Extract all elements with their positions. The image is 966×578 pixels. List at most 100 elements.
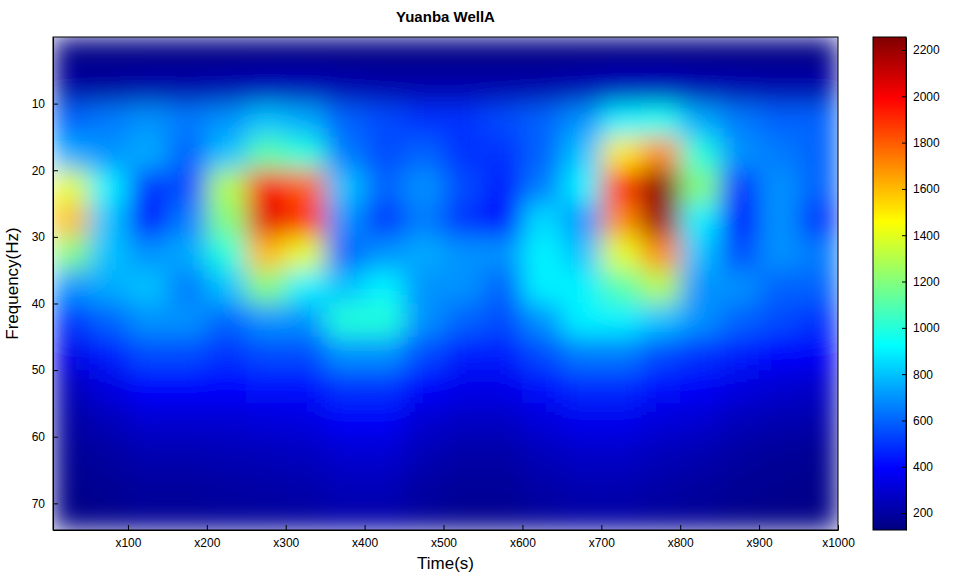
cell (365, 303, 405, 337)
cell (404, 337, 444, 371)
cell (720, 337, 760, 371)
cell (246, 104, 286, 138)
cell (483, 170, 523, 204)
cell (483, 303, 523, 337)
x-axis-title: Time(s) (417, 554, 474, 573)
cell (799, 503, 838, 530)
cell (759, 437, 799, 471)
tick: 1200 (902, 275, 940, 289)
axis-line (53, 38, 54, 531)
tick-label: 600 (913, 414, 933, 428)
tick-label: 1800 (913, 136, 940, 150)
tick: x800 (668, 525, 694, 550)
cell (799, 437, 838, 471)
cell (325, 237, 365, 271)
cell (167, 437, 207, 471)
tick-label: 800 (913, 367, 933, 381)
cell (799, 403, 838, 437)
cell (522, 70, 562, 104)
tick: 1800 (902, 136, 940, 150)
cell (444, 237, 484, 271)
plot-area (53, 37, 838, 530)
cell (799, 470, 838, 504)
cell (799, 104, 838, 138)
cell (799, 337, 838, 371)
tick: x700 (589, 525, 615, 550)
cell (365, 104, 405, 138)
cell (404, 470, 444, 504)
cell (680, 370, 720, 404)
tick-label: 2000 (913, 90, 940, 104)
cell (404, 170, 444, 204)
cell (167, 503, 207, 530)
cell (522, 503, 562, 530)
cell (720, 303, 760, 337)
cell (89, 170, 129, 204)
tick: 60 (32, 430, 58, 444)
cell (365, 503, 405, 530)
cell (404, 137, 444, 171)
cell (562, 337, 602, 371)
cell (522, 270, 562, 304)
cell (483, 503, 523, 530)
tick: 40 (32, 297, 58, 311)
cell (246, 170, 286, 204)
cell (444, 403, 484, 437)
cell (207, 204, 247, 238)
tick: x100 (115, 525, 141, 550)
cell (601, 503, 641, 530)
cell (89, 270, 129, 304)
cell (680, 104, 720, 138)
cell (522, 470, 562, 504)
cell (483, 437, 523, 471)
cells (53, 37, 838, 530)
title: Yuanba WellA (396, 8, 495, 25)
tick-mark (53, 303, 58, 304)
tick-label: x300 (273, 536, 299, 550)
cell (799, 303, 838, 337)
tick: x500 (431, 525, 457, 550)
cell (365, 270, 405, 304)
cell (601, 270, 641, 304)
tick: 1000 (902, 321, 940, 335)
cell (246, 403, 286, 437)
cell (53, 303, 89, 337)
cell (522, 370, 562, 404)
cell (720, 170, 760, 204)
cell (207, 370, 247, 404)
cell (325, 470, 365, 504)
tick-mark (601, 525, 602, 530)
cell (404, 270, 444, 304)
cell (207, 503, 247, 530)
tick-mark (902, 50, 906, 51)
cell (759, 237, 799, 271)
cell (325, 104, 365, 138)
cell (562, 303, 602, 337)
cell (720, 403, 760, 437)
tick-label: x900 (747, 536, 773, 550)
cell (641, 403, 681, 437)
cell (641, 204, 681, 238)
tick-mark (902, 374, 906, 375)
cell (562, 503, 602, 530)
cell (53, 237, 89, 271)
cell (365, 403, 405, 437)
cell (365, 170, 405, 204)
cell (128, 370, 168, 404)
cell (286, 270, 326, 304)
cell (680, 37, 720, 71)
cell (207, 270, 247, 304)
cell (89, 204, 129, 238)
cell (522, 437, 562, 471)
cell (799, 237, 838, 271)
tick-mark (53, 437, 58, 438)
tick: x400 (352, 525, 378, 550)
cell (562, 237, 602, 271)
cell (759, 270, 799, 304)
cell (167, 403, 207, 437)
cell (444, 70, 484, 104)
tick: 2200 (902, 43, 940, 57)
tick-label: 1200 (913, 275, 940, 289)
tick-label: 50 (32, 363, 46, 377)
cell (601, 70, 641, 104)
